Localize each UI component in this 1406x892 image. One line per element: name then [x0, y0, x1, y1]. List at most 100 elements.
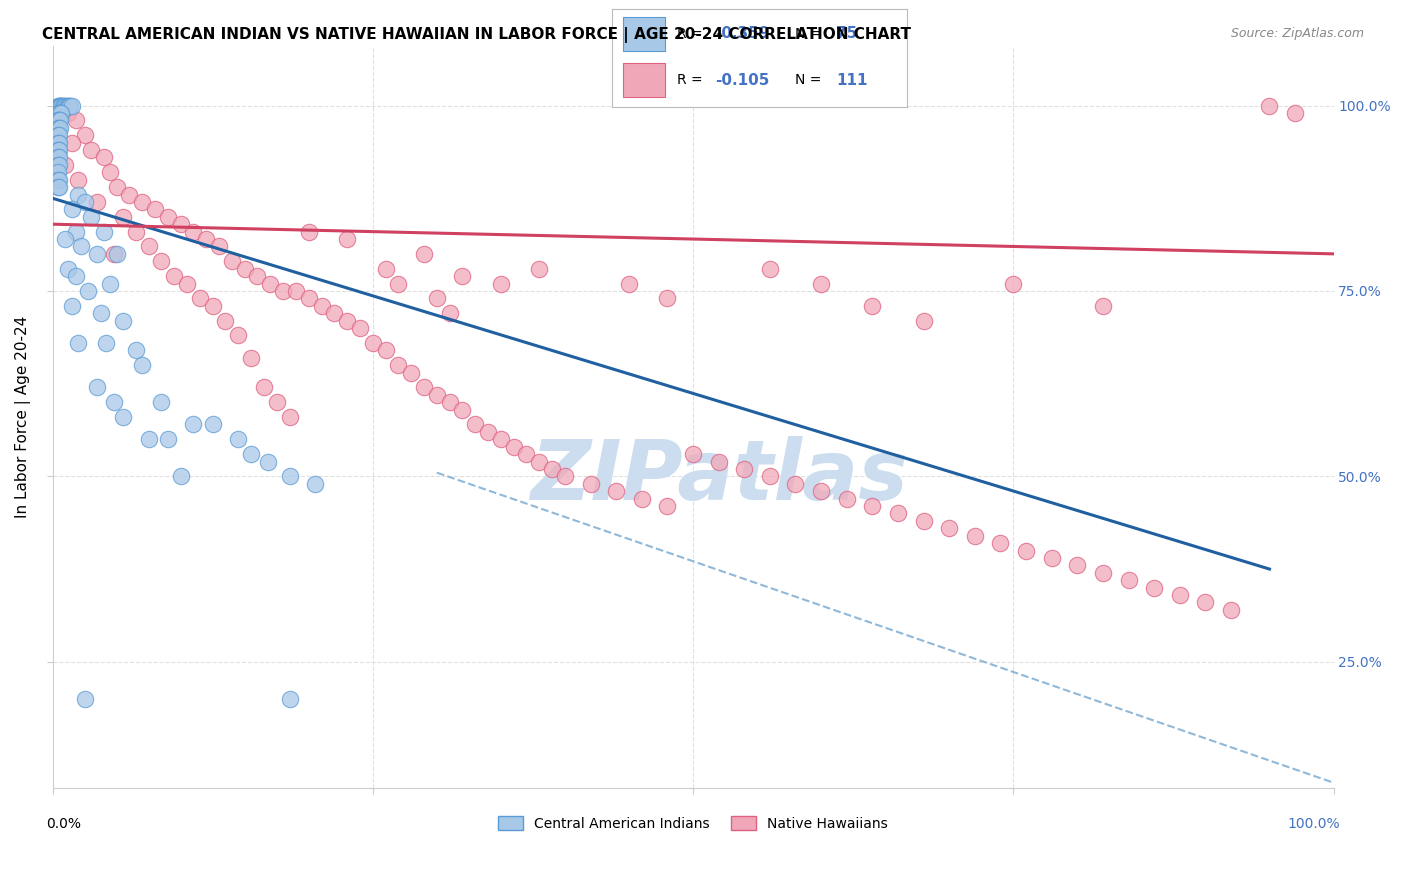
Point: [67, 172, 90, 186]
Point: [131, 358, 153, 372]
Point: [98, 165, 121, 179]
Point: [1143, 581, 1166, 595]
Point: [240, 447, 263, 461]
Point: [48, 113, 70, 128]
Point: [489, 277, 512, 291]
Y-axis label: In Labor Force | Age 20-24: In Labor Force | Age 20-24: [15, 316, 31, 518]
Point: [1284, 106, 1306, 120]
Point: [336, 313, 359, 327]
Point: [515, 447, 537, 461]
Point: [48, 128, 70, 143]
Point: [46, 165, 69, 179]
Point: [46, 158, 69, 172]
Point: [707, 454, 730, 468]
Text: N =: N =: [794, 73, 825, 87]
Point: [554, 469, 576, 483]
Point: [1118, 573, 1140, 587]
Point: [48, 98, 70, 112]
Point: [49, 98, 72, 112]
Point: [125, 343, 148, 358]
Text: ZIPatlas: ZIPatlas: [530, 436, 908, 516]
Point: [48, 136, 70, 150]
Point: [98, 277, 121, 291]
Point: [733, 462, 755, 476]
Point: [86, 380, 108, 394]
Point: [298, 291, 321, 305]
Point: [657, 291, 679, 305]
Point: [451, 269, 474, 284]
Point: [48, 98, 70, 112]
Text: R =: R =: [676, 73, 707, 87]
Point: [60, 98, 83, 112]
Point: [938, 521, 960, 535]
Point: [138, 432, 160, 446]
Point: [156, 210, 179, 224]
Point: [399, 366, 422, 380]
Text: R =: R =: [676, 27, 707, 41]
Point: [1220, 603, 1243, 617]
Point: [125, 225, 148, 239]
Point: [77, 284, 100, 298]
Point: [630, 491, 652, 506]
Point: [73, 691, 96, 706]
Text: 111: 111: [837, 72, 868, 87]
Point: [284, 284, 307, 298]
Text: Source: ZipAtlas.com: Source: ZipAtlas.com: [1230, 27, 1364, 40]
Point: [150, 254, 173, 268]
Point: [118, 187, 141, 202]
Point: [105, 180, 128, 194]
Point: [46, 151, 69, 165]
Point: [529, 454, 551, 468]
Point: [59, 98, 82, 112]
Point: [90, 306, 112, 320]
Point: [86, 194, 108, 209]
Point: [413, 380, 436, 394]
Point: [156, 432, 179, 446]
Point: [1194, 595, 1216, 609]
Point: [963, 529, 986, 543]
Point: [49, 113, 72, 128]
Point: [46, 98, 69, 112]
Point: [56, 261, 79, 276]
Point: [387, 358, 409, 372]
Bar: [623, 62, 665, 97]
Point: [304, 476, 326, 491]
Point: [617, 277, 640, 291]
Point: [67, 187, 90, 202]
Point: [208, 239, 231, 253]
Point: [49, 120, 72, 135]
Point: [73, 128, 96, 143]
Point: [278, 691, 301, 706]
Point: [221, 254, 243, 268]
Point: [56, 106, 79, 120]
Point: [52, 98, 75, 112]
Point: [48, 158, 70, 172]
Point: [65, 113, 87, 128]
Point: [80, 210, 103, 224]
Legend: Central American Indians, Native Hawaiians: Central American Indians, Native Hawaiia…: [492, 811, 893, 837]
Point: [860, 299, 883, 313]
Point: [529, 261, 551, 276]
Point: [60, 136, 83, 150]
Point: [426, 291, 449, 305]
Point: [1002, 277, 1025, 291]
Point: [46, 113, 69, 128]
Point: [374, 343, 396, 358]
Point: [1015, 543, 1038, 558]
Point: [69, 239, 91, 253]
Point: [188, 291, 211, 305]
Point: [46, 128, 69, 143]
Point: [49, 106, 72, 120]
Point: [169, 217, 191, 231]
Point: [48, 172, 70, 186]
Point: [201, 299, 224, 313]
Point: [103, 395, 125, 409]
Point: [143, 202, 166, 217]
Point: [810, 277, 832, 291]
Point: [48, 120, 70, 135]
Text: 100.0%: 100.0%: [1288, 817, 1340, 831]
Point: [1040, 550, 1063, 565]
Text: -0.359: -0.359: [716, 27, 769, 41]
Point: [1091, 299, 1114, 313]
Point: [349, 321, 371, 335]
